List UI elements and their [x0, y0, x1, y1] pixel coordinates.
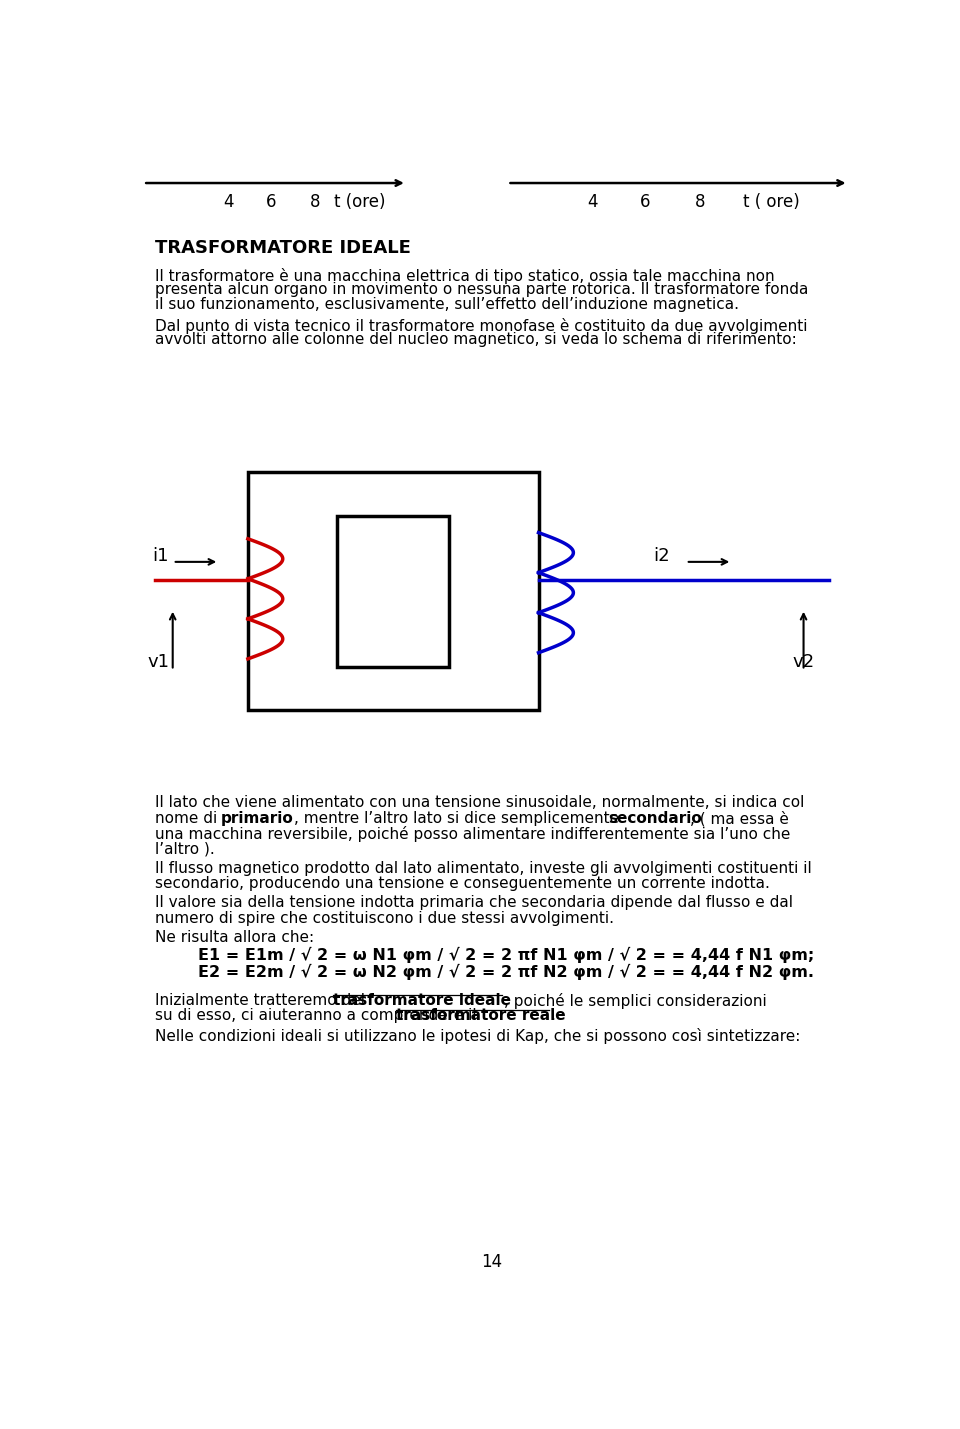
- Text: l’altro ).: l’altro ).: [155, 842, 215, 856]
- Text: , poiché le semplici considerazioni: , poiché le semplici considerazioni: [504, 993, 766, 1009]
- Text: Dal punto di vista tecnico il trasformatore monofase è costituito da due avvolgi: Dal punto di vista tecnico il trasformat…: [155, 317, 807, 334]
- Text: 4: 4: [224, 193, 233, 211]
- Text: 6: 6: [266, 193, 276, 211]
- Text: E2 = E2m / √ 2 = ω N2 φm / √ 2 = 2 πf N2 φm / √ 2 = = 4,44 f N2 φm.: E2 = E2m / √ 2 = ω N2 φm / √ 2 = 2 πf N2…: [198, 963, 813, 980]
- Text: su di esso, ci aiuteranno a comprendere il: su di esso, ci aiuteranno a comprendere …: [155, 1009, 481, 1023]
- Text: Il flusso magnetico prodotto dal lato alimentato, investe gli avvolgimenti costi: Il flusso magnetico prodotto dal lato al…: [155, 860, 811, 876]
- Text: Il trasformatore è una macchina elettrica di tipo statico, ossia tale macchina n: Il trasformatore è una macchina elettric…: [155, 267, 775, 284]
- Bar: [248, 472, 539, 710]
- Text: t ( ore): t ( ore): [743, 193, 800, 211]
- Text: v1: v1: [147, 653, 169, 670]
- Text: Inizialmente tratteremo del: Inizialmente tratteremo del: [155, 993, 370, 1007]
- Text: TRASFORMATORE IDEALE: TRASFORMATORE IDEALE: [155, 239, 411, 257]
- Text: trasformatore ideale: trasformatore ideale: [333, 993, 511, 1007]
- Text: una macchina reversibile, poiché posso alimentare indifferentemente sia l’uno ch: una macchina reversibile, poiché posso a…: [155, 826, 790, 842]
- Text: Nelle condizioni ideali si utilizzano le ipotesi di Kap, che si possono così sin: Nelle condizioni ideali si utilizzano le…: [155, 1027, 801, 1043]
- Text: numero di spire che costituiscono i due stessi avvolgimenti.: numero di spire che costituiscono i due …: [155, 910, 613, 926]
- Text: 14: 14: [481, 1253, 503, 1272]
- Text: i1: i1: [153, 547, 169, 566]
- Text: 8: 8: [694, 193, 705, 211]
- Text: , mentre l’altro lato si dice semplicemente: , mentre l’altro lato si dice sempliceme…: [295, 810, 624, 826]
- Text: primario: primario: [221, 810, 294, 826]
- Text: Ne risulta allora che:: Ne risulta allora che:: [155, 930, 314, 945]
- Text: trasformatore reale: trasformatore reale: [396, 1009, 565, 1023]
- Text: E1 = E1m / √ 2 = ω N1 φm / √ 2 = 2 πf N1 φm / √ 2 = = 4,44 f N1 φm;: E1 = E1m / √ 2 = ω N1 φm / √ 2 = 2 πf N1…: [198, 947, 814, 963]
- Text: t (ore): t (ore): [334, 193, 386, 211]
- Text: il suo funzionamento, esclusivamente, sull’effetto dell’induzione magnetica.: il suo funzionamento, esclusivamente, su…: [155, 297, 739, 312]
- Text: avvolti attorno alle colonne del nucleo magnetico, si veda lo schema di riferime: avvolti attorno alle colonne del nucleo …: [155, 333, 797, 347]
- Text: secondario, producendo una tensione e conseguentemente un corrente indotta.: secondario, producendo una tensione e co…: [155, 876, 770, 892]
- Text: nome di: nome di: [155, 810, 222, 826]
- Text: presenta alcun organo in movimento o nessuna parte rotorica. Il trasformatore fo: presenta alcun organo in movimento o nes…: [155, 283, 808, 297]
- Text: , ( ma essa è: , ( ma essa è: [689, 810, 788, 826]
- Text: v2: v2: [793, 653, 815, 670]
- Text: 6: 6: [640, 193, 651, 211]
- Text: Il valore sia della tensione indotta primaria che secondaria dipende dal flusso : Il valore sia della tensione indotta pri…: [155, 896, 793, 910]
- Bar: [337, 516, 449, 666]
- Text: Il lato che viene alimentato con una tensione sinusoidale, normalmente, si indic: Il lato che viene alimentato con una ten…: [155, 795, 804, 810]
- Text: secondario: secondario: [609, 810, 702, 826]
- Text: i2: i2: [653, 547, 670, 566]
- Text: 8: 8: [310, 193, 321, 211]
- Text: 4: 4: [588, 193, 598, 211]
- Text: .: .: [550, 1009, 555, 1023]
